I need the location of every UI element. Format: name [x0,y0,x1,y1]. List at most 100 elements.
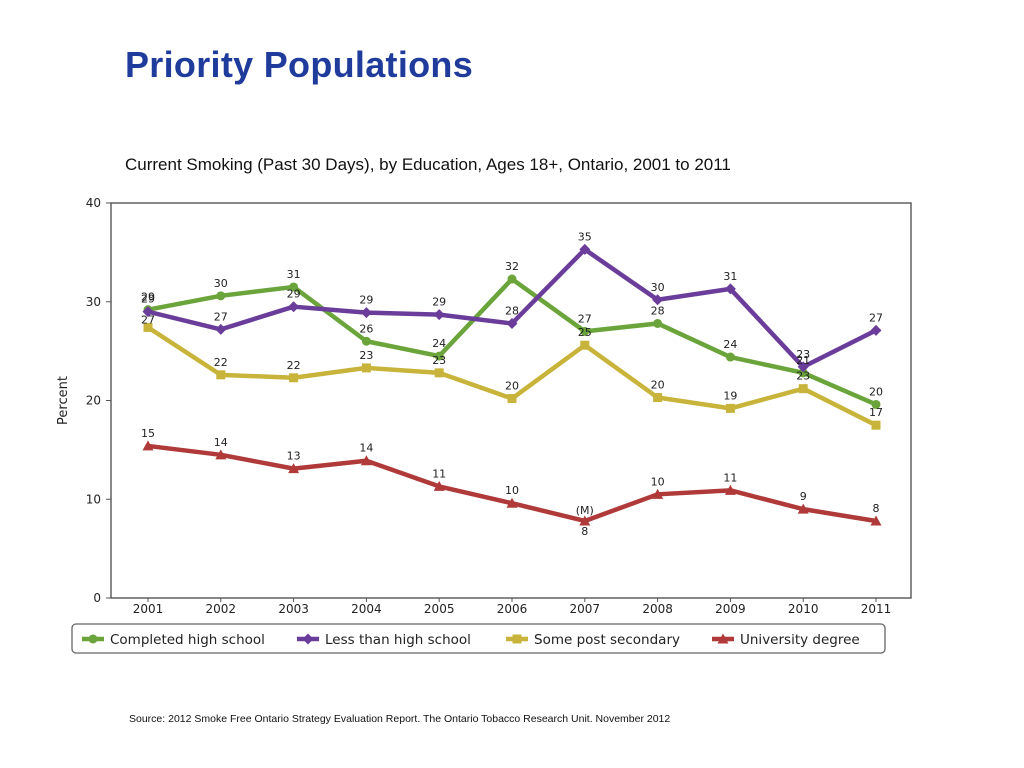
legend-marker [512,634,522,644]
series-university-degree [142,440,882,526]
x-tick-label: 2005 [424,602,455,616]
x-tick-label: 2009 [715,602,746,616]
data-label: 19 [723,389,737,402]
data-point [798,384,808,394]
data-label: 8 [581,525,588,538]
data-point [434,368,444,378]
y-tick-label: 0 [93,591,101,605]
x-tick-label: 2007 [570,602,601,616]
data-label: 29 [432,296,446,309]
data-label: 27 [141,313,155,326]
data-point [288,463,300,474]
data-point [289,282,299,292]
data-point [215,449,227,460]
data-point [506,497,518,508]
data-label: 20 [505,380,519,393]
legend-marker [302,633,314,645]
slide-title: Priority Populations [125,44,474,85]
x-tick-label: 2003 [278,602,309,616]
data-label: 31 [287,268,301,281]
y-tick-label: 40 [86,196,101,210]
data-label: 9 [800,490,807,503]
data-point [506,317,518,329]
series-some-post-secondary [143,322,881,430]
chart-title: Current Smoking (Past 30 Days), by Educa… [125,155,731,174]
data-point [142,306,154,318]
data-label: 28 [505,304,519,317]
data-label: 22 [214,356,228,369]
data-point [433,309,445,321]
data-point [725,403,735,413]
data-point [361,336,371,346]
line-chart: 0 10 20 30 40 2001 2002 2003 2004 2005 2006 2007 200… [56,196,912,654]
legend-label: University degree [740,632,860,648]
data-label: 23 [359,349,373,362]
data-point [870,324,882,336]
x-tick-label: 2010 [788,602,819,616]
data-label: 25 [578,326,592,339]
data-label: 10 [505,484,519,497]
series-line [145,325,879,428]
legend-label: Some post secondary [534,632,680,648]
data-label: 10 [651,475,665,488]
data-label: 32 [505,260,519,273]
data-point [652,488,664,499]
data-label: 24 [723,338,737,351]
data-point [724,484,736,495]
y-axis-label: Percent [56,376,71,425]
data-label: 27 [578,312,592,325]
data-point [579,515,591,526]
data-point [507,394,517,404]
y-tick-label: 30 [86,295,101,309]
data-point [797,361,809,373]
data-point [724,283,736,295]
data-point [288,301,300,313]
data-label: 20 [869,385,883,398]
series-less-than-high-school [142,243,882,373]
data-label: 29 [141,291,155,304]
data-point [361,363,371,373]
data-point [653,318,663,328]
data-point [142,440,154,451]
y-tick-label: 10 [86,492,101,506]
data-label: 27 [869,311,883,324]
data-point [360,455,372,466]
data-label: 11 [432,467,446,480]
data-point [870,515,882,526]
x-tick-label: 2011 [861,602,892,616]
data-point [216,291,226,301]
legend-box [71,623,886,654]
legend-label: Less than high school [325,632,471,648]
data-label: 35 [578,230,592,243]
data-point [289,373,299,383]
data-point [871,399,881,409]
data-label: 13 [287,450,301,463]
data-point [216,370,226,380]
x-tick-label: 2004 [351,602,382,616]
data-label: 14 [214,436,228,449]
data-label: 15 [141,427,155,440]
legend-label: Completed high school [110,632,265,648]
data-label: 30 [214,277,228,290]
data-label: 24 [432,337,446,350]
data-point [433,480,445,491]
data-label: 8 [873,502,880,515]
data-label: 23 [432,354,446,367]
x-tick-label: 2002 [206,602,237,616]
data-point [507,274,517,284]
x-tick-label: 2001 [133,602,164,616]
data-point [143,322,153,332]
data-label: 29 [141,293,155,306]
source-note: Source: 2012 Smoke Free Ontario Strategy… [129,713,671,725]
data-point [579,243,591,255]
legend: Completed high school Less than high scho… [71,623,886,654]
data-label: 29 [287,288,301,301]
data-point [652,294,664,306]
data-point [871,420,881,430]
legend-marker [88,634,98,644]
y-tick-label: 20 [86,394,101,408]
data-label: 23 [796,348,810,361]
data-label: 17 [869,406,883,419]
data-label: 22 [287,359,301,372]
data-label: 23 [796,370,810,383]
